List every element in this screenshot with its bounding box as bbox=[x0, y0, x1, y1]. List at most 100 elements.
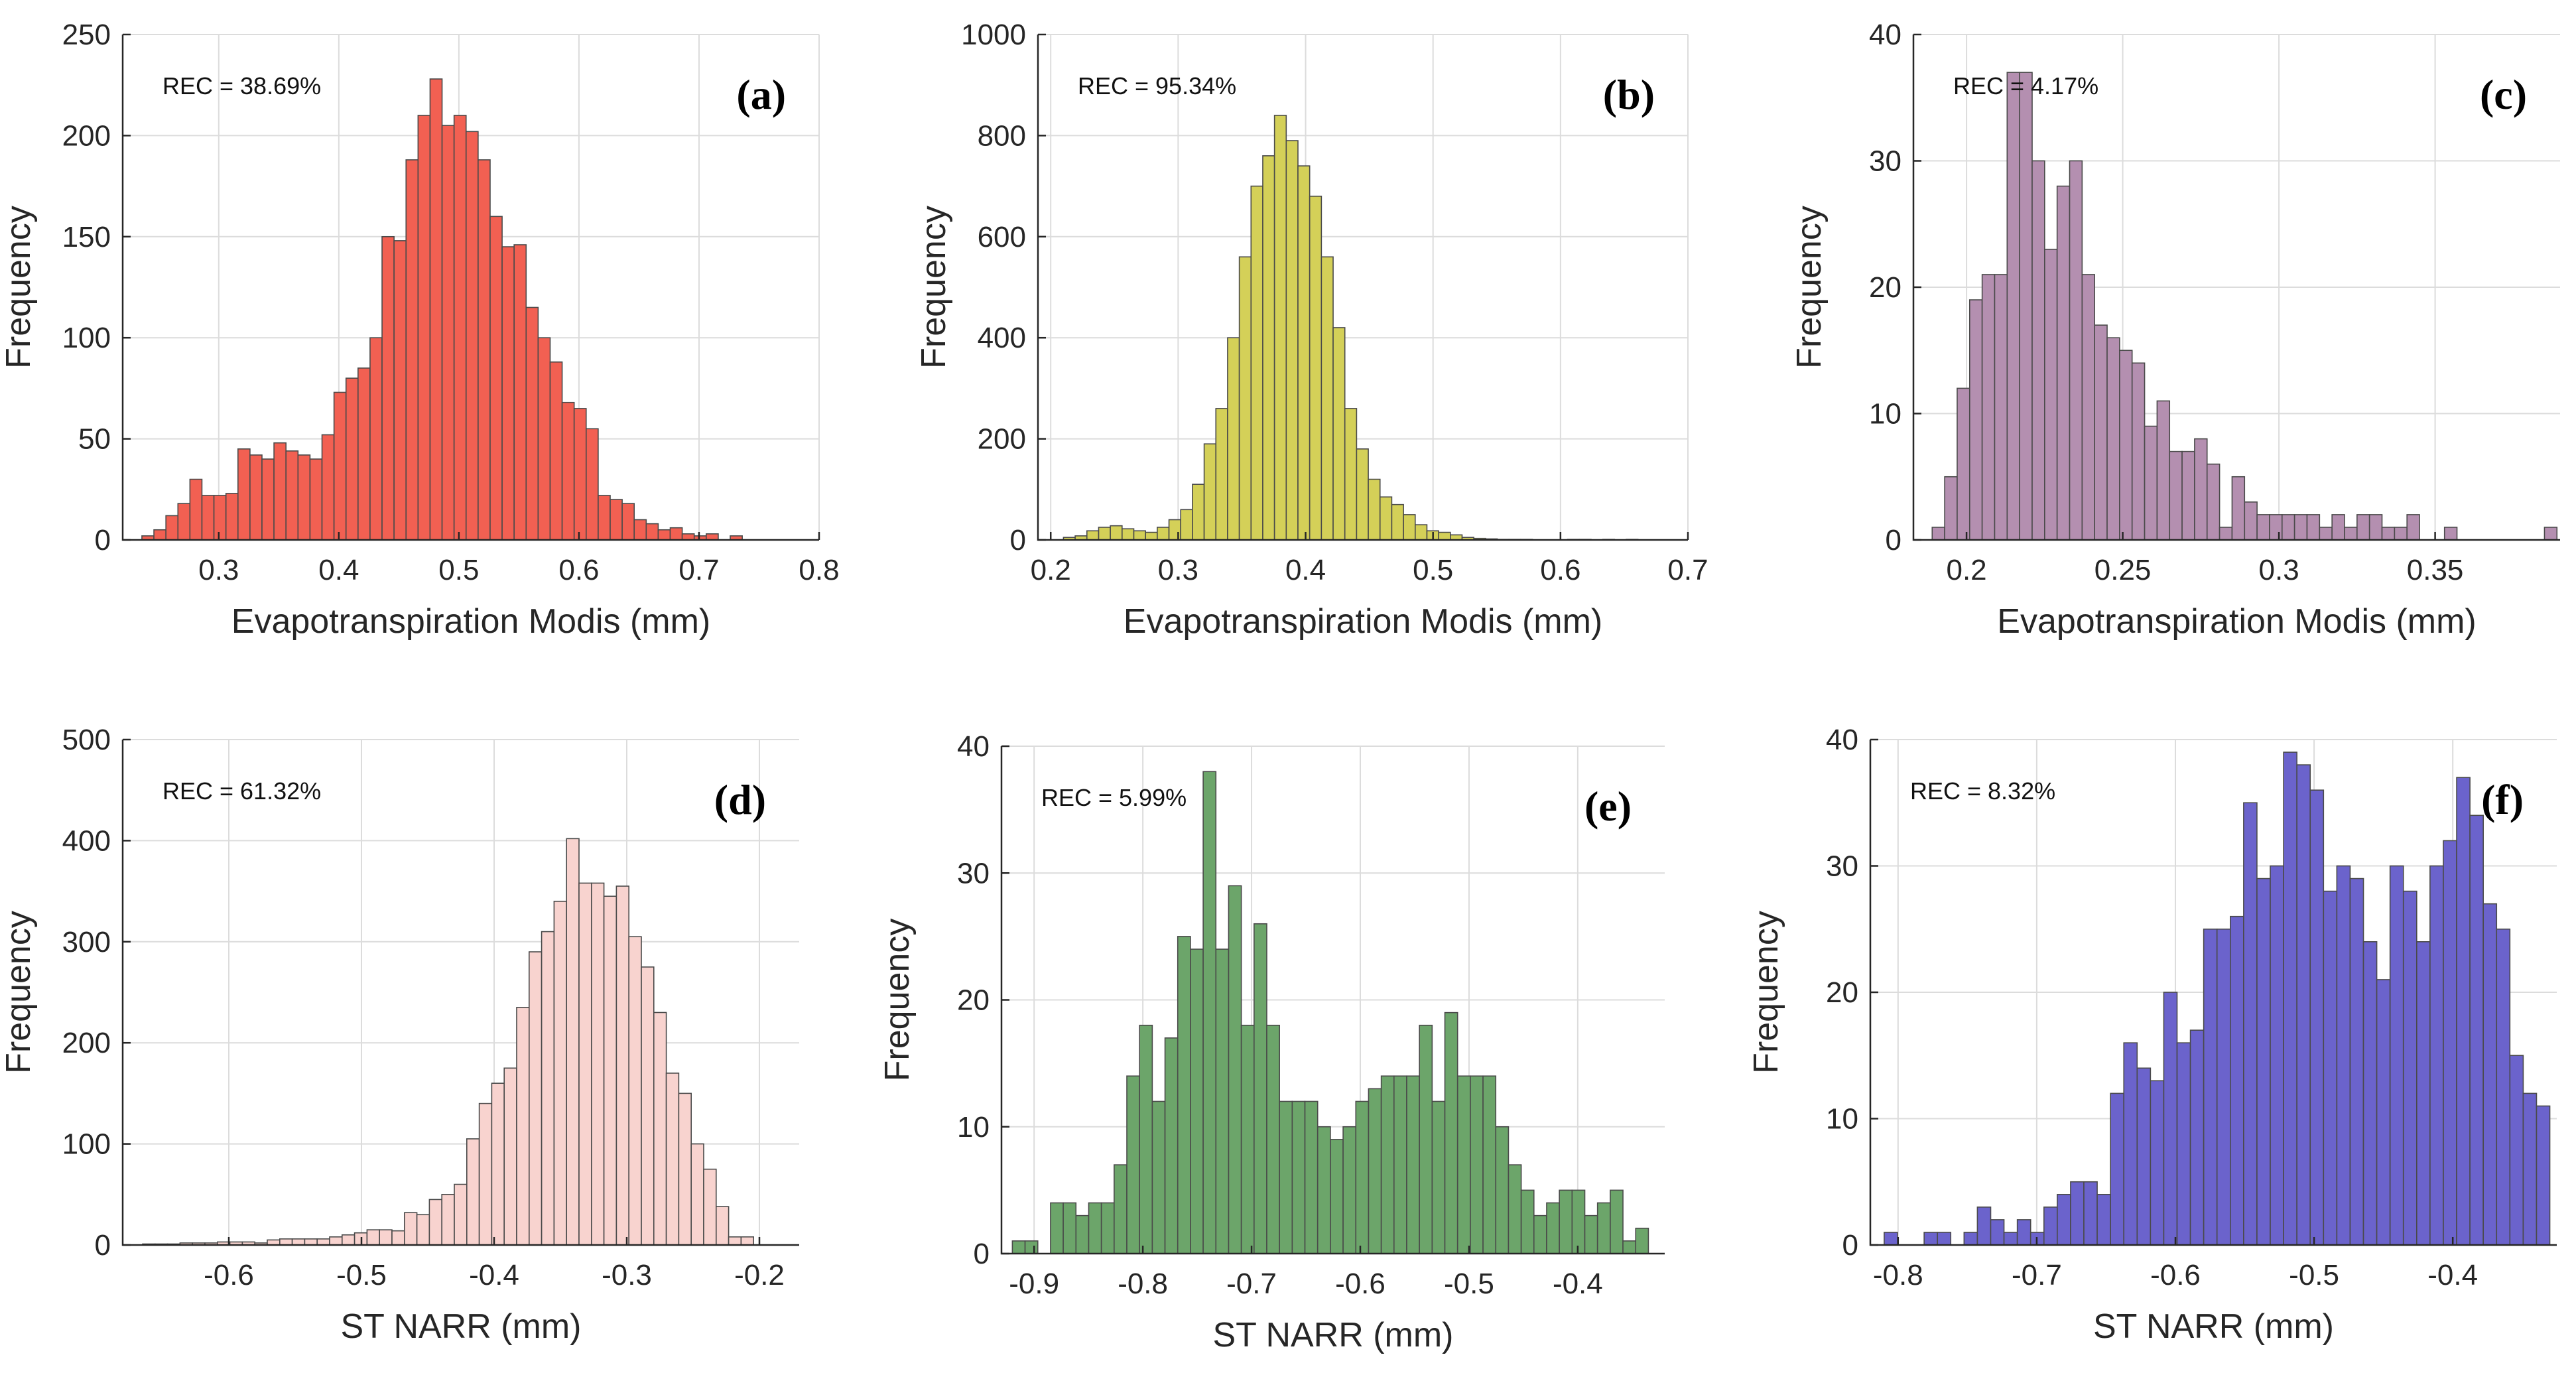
histogram-bar bbox=[316, 1238, 330, 1246]
panel-label: (c) bbox=[2480, 71, 2527, 118]
histogram-bar bbox=[429, 78, 443, 541]
histogram-bar bbox=[2044, 249, 2058, 541]
histogram-bar bbox=[2281, 514, 2295, 541]
histogram-bar bbox=[2189, 1029, 2205, 1246]
histogram-bar bbox=[1456, 1075, 1471, 1254]
histogram-bar bbox=[1279, 1100, 1293, 1254]
x-axis-label: ST NARR (mm) bbox=[340, 1307, 581, 1346]
histogram-bar bbox=[603, 895, 617, 1246]
histogram-bar bbox=[369, 337, 383, 541]
histogram-bar bbox=[1495, 1126, 1510, 1254]
histogram-bar bbox=[525, 306, 539, 541]
y-tick-label: 20 bbox=[1826, 976, 1858, 1009]
y-tick-label: 800 bbox=[978, 119, 1026, 152]
histogram-bar bbox=[2376, 979, 2391, 1246]
histogram-bar bbox=[416, 1214, 430, 1246]
histogram-bar bbox=[1923, 1232, 1938, 1246]
histogram-bar bbox=[2482, 903, 2498, 1246]
y-tick-label: 500 bbox=[62, 724, 111, 756]
histogram-bar bbox=[1944, 476, 1958, 541]
histogram-bar bbox=[501, 246, 515, 541]
histogram-bar bbox=[2496, 928, 2511, 1246]
histogram-bar bbox=[304, 1238, 318, 1246]
histogram-bar bbox=[1266, 1024, 1280, 1254]
histogram-bar bbox=[1332, 327, 1346, 541]
histogram-bar bbox=[653, 1012, 667, 1246]
histogram-bar bbox=[1533, 1214, 1547, 1254]
histogram-bar bbox=[1419, 1024, 1433, 1254]
chart-panel-1: 0.3 0.4 0.5 0.6 0.7 0.8 0 50 100 150 200 250 Evapotr… bbox=[0, 19, 840, 641]
histogram-bar bbox=[381, 235, 395, 541]
histogram-bar bbox=[1228, 885, 1242, 1254]
x-tick-label: 0.2 bbox=[1031, 554, 1071, 586]
histogram-bar bbox=[1063, 1202, 1077, 1254]
histogram-bar bbox=[1584, 1214, 1598, 1254]
y-tick-label: 10 bbox=[1826, 1103, 1858, 1136]
histogram-bar bbox=[2283, 752, 2297, 1246]
histogram-bar bbox=[249, 454, 263, 541]
histogram-bar bbox=[2256, 878, 2271, 1246]
histogram-bar bbox=[273, 442, 287, 541]
histogram-bar bbox=[2368, 514, 2383, 541]
histogram-bar bbox=[341, 1234, 355, 1246]
histogram-bar bbox=[1622, 1240, 1637, 1254]
histogram-bar bbox=[2416, 941, 2431, 1246]
histogram-bar bbox=[590, 882, 605, 1246]
histogram-bar bbox=[1011, 1240, 1026, 1254]
y-tick-label: 20 bbox=[957, 984, 990, 1017]
y-tick-label: 250 bbox=[62, 19, 111, 51]
histogram-bar bbox=[1100, 1202, 1115, 1254]
histogram-bar bbox=[2344, 527, 2358, 541]
histogram-bar bbox=[2443, 840, 2457, 1246]
y-tick-label: 30 bbox=[1826, 850, 1858, 883]
x-tick-label: -0.5 bbox=[336, 1259, 387, 1291]
histogram-bar bbox=[665, 1073, 680, 1246]
histogram-bar bbox=[2381, 527, 2396, 541]
x-tick-label: -0.6 bbox=[2150, 1259, 2201, 1291]
y-tick-label: 100 bbox=[62, 1128, 111, 1161]
histogram-bar bbox=[2402, 890, 2417, 1246]
y-axis-label: Frequency bbox=[0, 911, 38, 1074]
rec-annotation: REC = 38.69% bbox=[162, 72, 321, 99]
histogram-bar bbox=[1976, 1207, 1992, 1246]
histogram-bar bbox=[541, 931, 555, 1246]
histogram-bar bbox=[1320, 256, 1334, 541]
histogram-bar bbox=[1444, 1012, 1458, 1254]
histogram-bar bbox=[1190, 948, 1204, 1254]
x-tick-label: 0.2 bbox=[1946, 554, 1986, 586]
histogram-bar bbox=[1403, 514, 1416, 541]
histogram-bar bbox=[213, 495, 227, 541]
histogram-bar bbox=[329, 1236, 343, 1246]
histogram-bar bbox=[2406, 514, 2420, 541]
histogram-bar bbox=[2057, 1194, 2071, 1246]
histogram-bar bbox=[566, 838, 580, 1246]
histogram-bar bbox=[366, 1229, 381, 1246]
histogram-bar bbox=[177, 503, 191, 541]
histogram-bar bbox=[2296, 764, 2311, 1246]
histogram-bar bbox=[2319, 527, 2333, 541]
histogram-bar bbox=[2131, 362, 2146, 541]
histogram-bar bbox=[285, 450, 299, 541]
histogram-bar bbox=[1559, 1189, 1573, 1254]
x-axis-label: Evapotranspiration Modis (mm) bbox=[1124, 602, 1602, 641]
histogram-bar bbox=[189, 478, 203, 541]
histogram-bar bbox=[1126, 1075, 1140, 1254]
histogram-bar bbox=[1075, 1214, 1090, 1254]
histogram-bar bbox=[2181, 450, 2195, 541]
y-tick-label: 30 bbox=[1869, 145, 1901, 178]
x-tick-label: -0.6 bbox=[1335, 1268, 1385, 1300]
histogram-bar bbox=[1273, 115, 1287, 541]
histogram-bar bbox=[2536, 1105, 2551, 1246]
histogram-bar bbox=[690, 1143, 704, 1246]
x-tick-label: 0.4 bbox=[1285, 554, 1326, 586]
histogram-bar bbox=[2083, 1181, 2098, 1246]
histogram-bar bbox=[2443, 527, 2458, 541]
x-tick-label: -0.7 bbox=[1226, 1268, 1277, 1300]
histogram-bar bbox=[2016, 1219, 2031, 1246]
histogram-bar bbox=[491, 1082, 505, 1246]
histogram-bar bbox=[740, 1236, 755, 1246]
y-axis-label: Frequency bbox=[1747, 911, 1785, 1074]
histogram-bar bbox=[2306, 514, 2321, 541]
histogram-bar bbox=[2293, 514, 2308, 541]
histogram-bar bbox=[1151, 1100, 1166, 1254]
